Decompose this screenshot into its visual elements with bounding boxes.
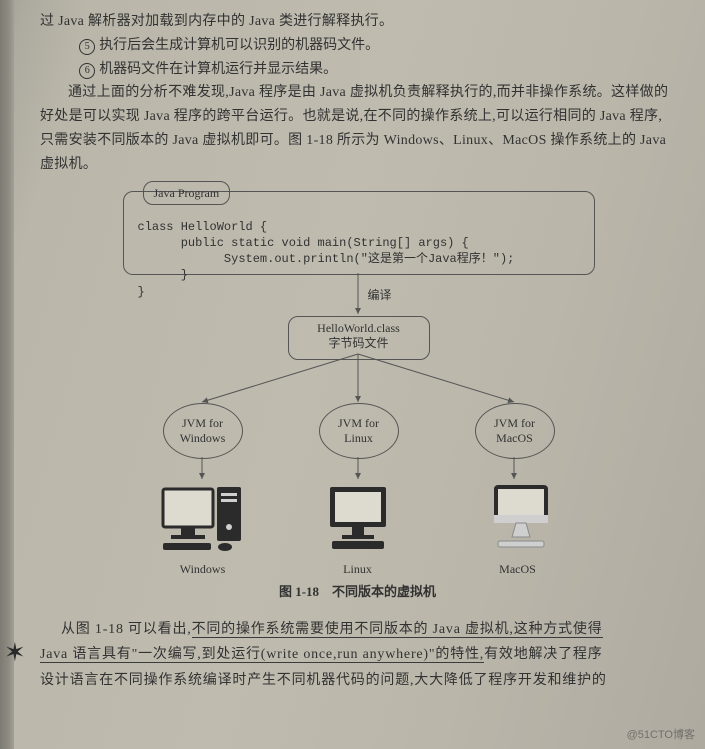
code-l5: } [138, 285, 145, 299]
code-l1: class HelloWorld { [138, 220, 268, 234]
jvm-windows: JVM for Windows [163, 403, 243, 459]
bytecode-l2: 字节码文件 [289, 336, 429, 352]
code-l3: System.out.println("这是第一个Java程序！"); [138, 252, 515, 266]
figure-1-18: Java Program class HelloWorld { public s… [58, 181, 658, 611]
annotation-star-icon: ✶ [4, 629, 27, 677]
os-label-windows: Windows [168, 559, 238, 579]
computer-windows-icon [153, 481, 253, 553]
computer-macos-icon [486, 481, 556, 553]
jvm-macos-text: JVM for MacOS [494, 416, 535, 445]
list-item-6: 6 机器码文件在计算机运行并显示结果。 [40, 58, 675, 82]
paragraph-2: 通过上面的分析不难发现,Java 程序是由 Java 虚拟机负责解释执行的,而并… [40, 81, 675, 176]
item5-text: 执行后会生成计算机可以识别的机器码文件。 [99, 38, 379, 53]
line-cont: 过 Java 解析器对加载到内存中的 Java 类进行解释执行。 [40, 10, 675, 34]
watermark: @51CTO博客 [627, 726, 695, 745]
jvm-linux-text: JVM for Linux [338, 416, 379, 445]
list-item-5: 5 执行后会生成计算机可以识别的机器码文件。 [40, 34, 675, 58]
page: 过 Java 解析器对加载到内存中的 Java 类进行解释执行。 5 执行后会生成… [0, 0, 705, 749]
os-label-linux: Linux [328, 559, 388, 579]
num-5-icon: 5 [79, 39, 95, 55]
bottom-l3: 设计语言在不同操作系统编译时产生不同机器代码的问题,大大降低了程序开发和维护的 [40, 673, 607, 688]
jvm-macos: JVM for MacOS [475, 403, 555, 459]
compile-label: 编译 [368, 285, 392, 305]
bottom-l1a: 从图 1-18 可以看出, [61, 622, 192, 637]
java-program-tab: Java Program [143, 181, 231, 205]
figure-caption: 图 1-18 不同版本的虚拟机 [238, 581, 478, 603]
jvm-linux: JVM for Linux [319, 403, 399, 459]
num-6-icon: 6 [79, 63, 95, 79]
bytecode-l1: HelloWorld.class [289, 321, 429, 337]
code-l2: public static void main(String[] args) { [138, 236, 469, 250]
bytecode-box: HelloWorld.class 字节码文件 [288, 316, 430, 360]
os-label-macos: MacOS [488, 559, 548, 579]
code-block: class HelloWorld { public static void ma… [138, 203, 515, 300]
item6-text: 机器码文件在计算机运行并显示结果。 [99, 62, 337, 77]
bottom-l1b: 不同的操作系统需要使用不同版本的 Java 虚拟机,这种方式使得 [192, 622, 603, 638]
bottom-l2a: Java 语言具有"一次编写,到处运行(write once,run anywh… [40, 647, 484, 663]
jvm-windows-text: JVM for Windows [180, 416, 226, 445]
bottom-l2b: 有效地解决了程序 [484, 647, 602, 662]
bottom-paragraph: ✶ 从图 1-18 可以看出,不同的操作系统需要使用不同版本的 Java 虚拟机… [40, 617, 675, 695]
code-l4: } [138, 268, 188, 282]
computer-linux-icon [318, 481, 398, 553]
